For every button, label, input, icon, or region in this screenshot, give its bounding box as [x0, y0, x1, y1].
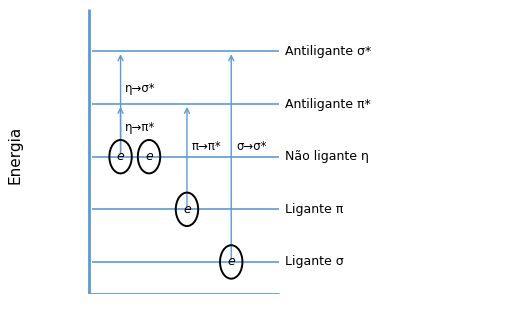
- Text: Ligante σ: Ligante σ: [285, 256, 343, 269]
- Text: η→π*: η→π*: [125, 121, 155, 134]
- Text: Energia: Energia: [8, 125, 23, 184]
- Text: Ligante π: Ligante π: [285, 203, 343, 216]
- Text: Antiligante π*: Antiligante π*: [285, 98, 370, 111]
- Text: Não ligante η: Não ligante η: [285, 150, 368, 163]
- Text: π→π*: π→π*: [191, 140, 221, 153]
- Text: e: e: [145, 150, 153, 163]
- Text: σ→σ*: σ→σ*: [236, 140, 266, 153]
- Text: e: e: [117, 150, 124, 163]
- Text: Antiligante σ*: Antiligante σ*: [285, 45, 371, 58]
- Text: η→σ*: η→σ*: [125, 82, 156, 95]
- Text: e: e: [227, 256, 235, 269]
- Text: e: e: [183, 203, 190, 216]
